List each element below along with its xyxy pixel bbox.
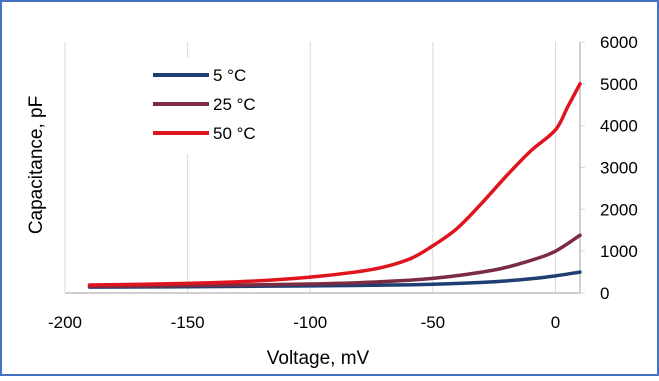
legend-label-5c: 5 °C [213, 66, 246, 85]
x-tick-label: -100 [293, 313, 327, 332]
legend-item: 50 °C [153, 124, 256, 143]
series-lines [87, 82, 582, 289]
y-tick-label: 1000 [600, 242, 638, 261]
y-tick-label: 3000 [600, 159, 638, 178]
legend-item: 25 °C [153, 95, 256, 114]
x-tick-label: -200 [48, 313, 82, 332]
x-axis-title: Voltage, mV [267, 348, 370, 369]
y-tick-label: 0 [600, 284, 609, 303]
legend-label-25c: 25 °C [213, 95, 256, 114]
y-tick-label: 2000 [600, 200, 638, 219]
x-tick-label: -150 [171, 313, 205, 332]
series-line-2 [87, 82, 582, 287]
y-tick-label: 5000 [600, 75, 638, 94]
legend: 5 °C 25 °C 50 °C [138, 58, 280, 154]
y-tick-label: 6000 [600, 33, 638, 52]
legend-label-50c: 50 °C [213, 124, 256, 143]
x-tick-label: -50 [421, 313, 446, 332]
legend-item: 5 °C [153, 66, 246, 85]
series-line-1 [87, 233, 582, 289]
x-tick-label: 0 [551, 313, 560, 332]
y-tick-label: 4000 [600, 117, 638, 136]
tick-labels: -200 -150 -100 -50 0 0 1000 2000 3000 4000 5000 600… [48, 33, 638, 332]
y-axis-title: Capacitance, pF [26, 96, 47, 234]
